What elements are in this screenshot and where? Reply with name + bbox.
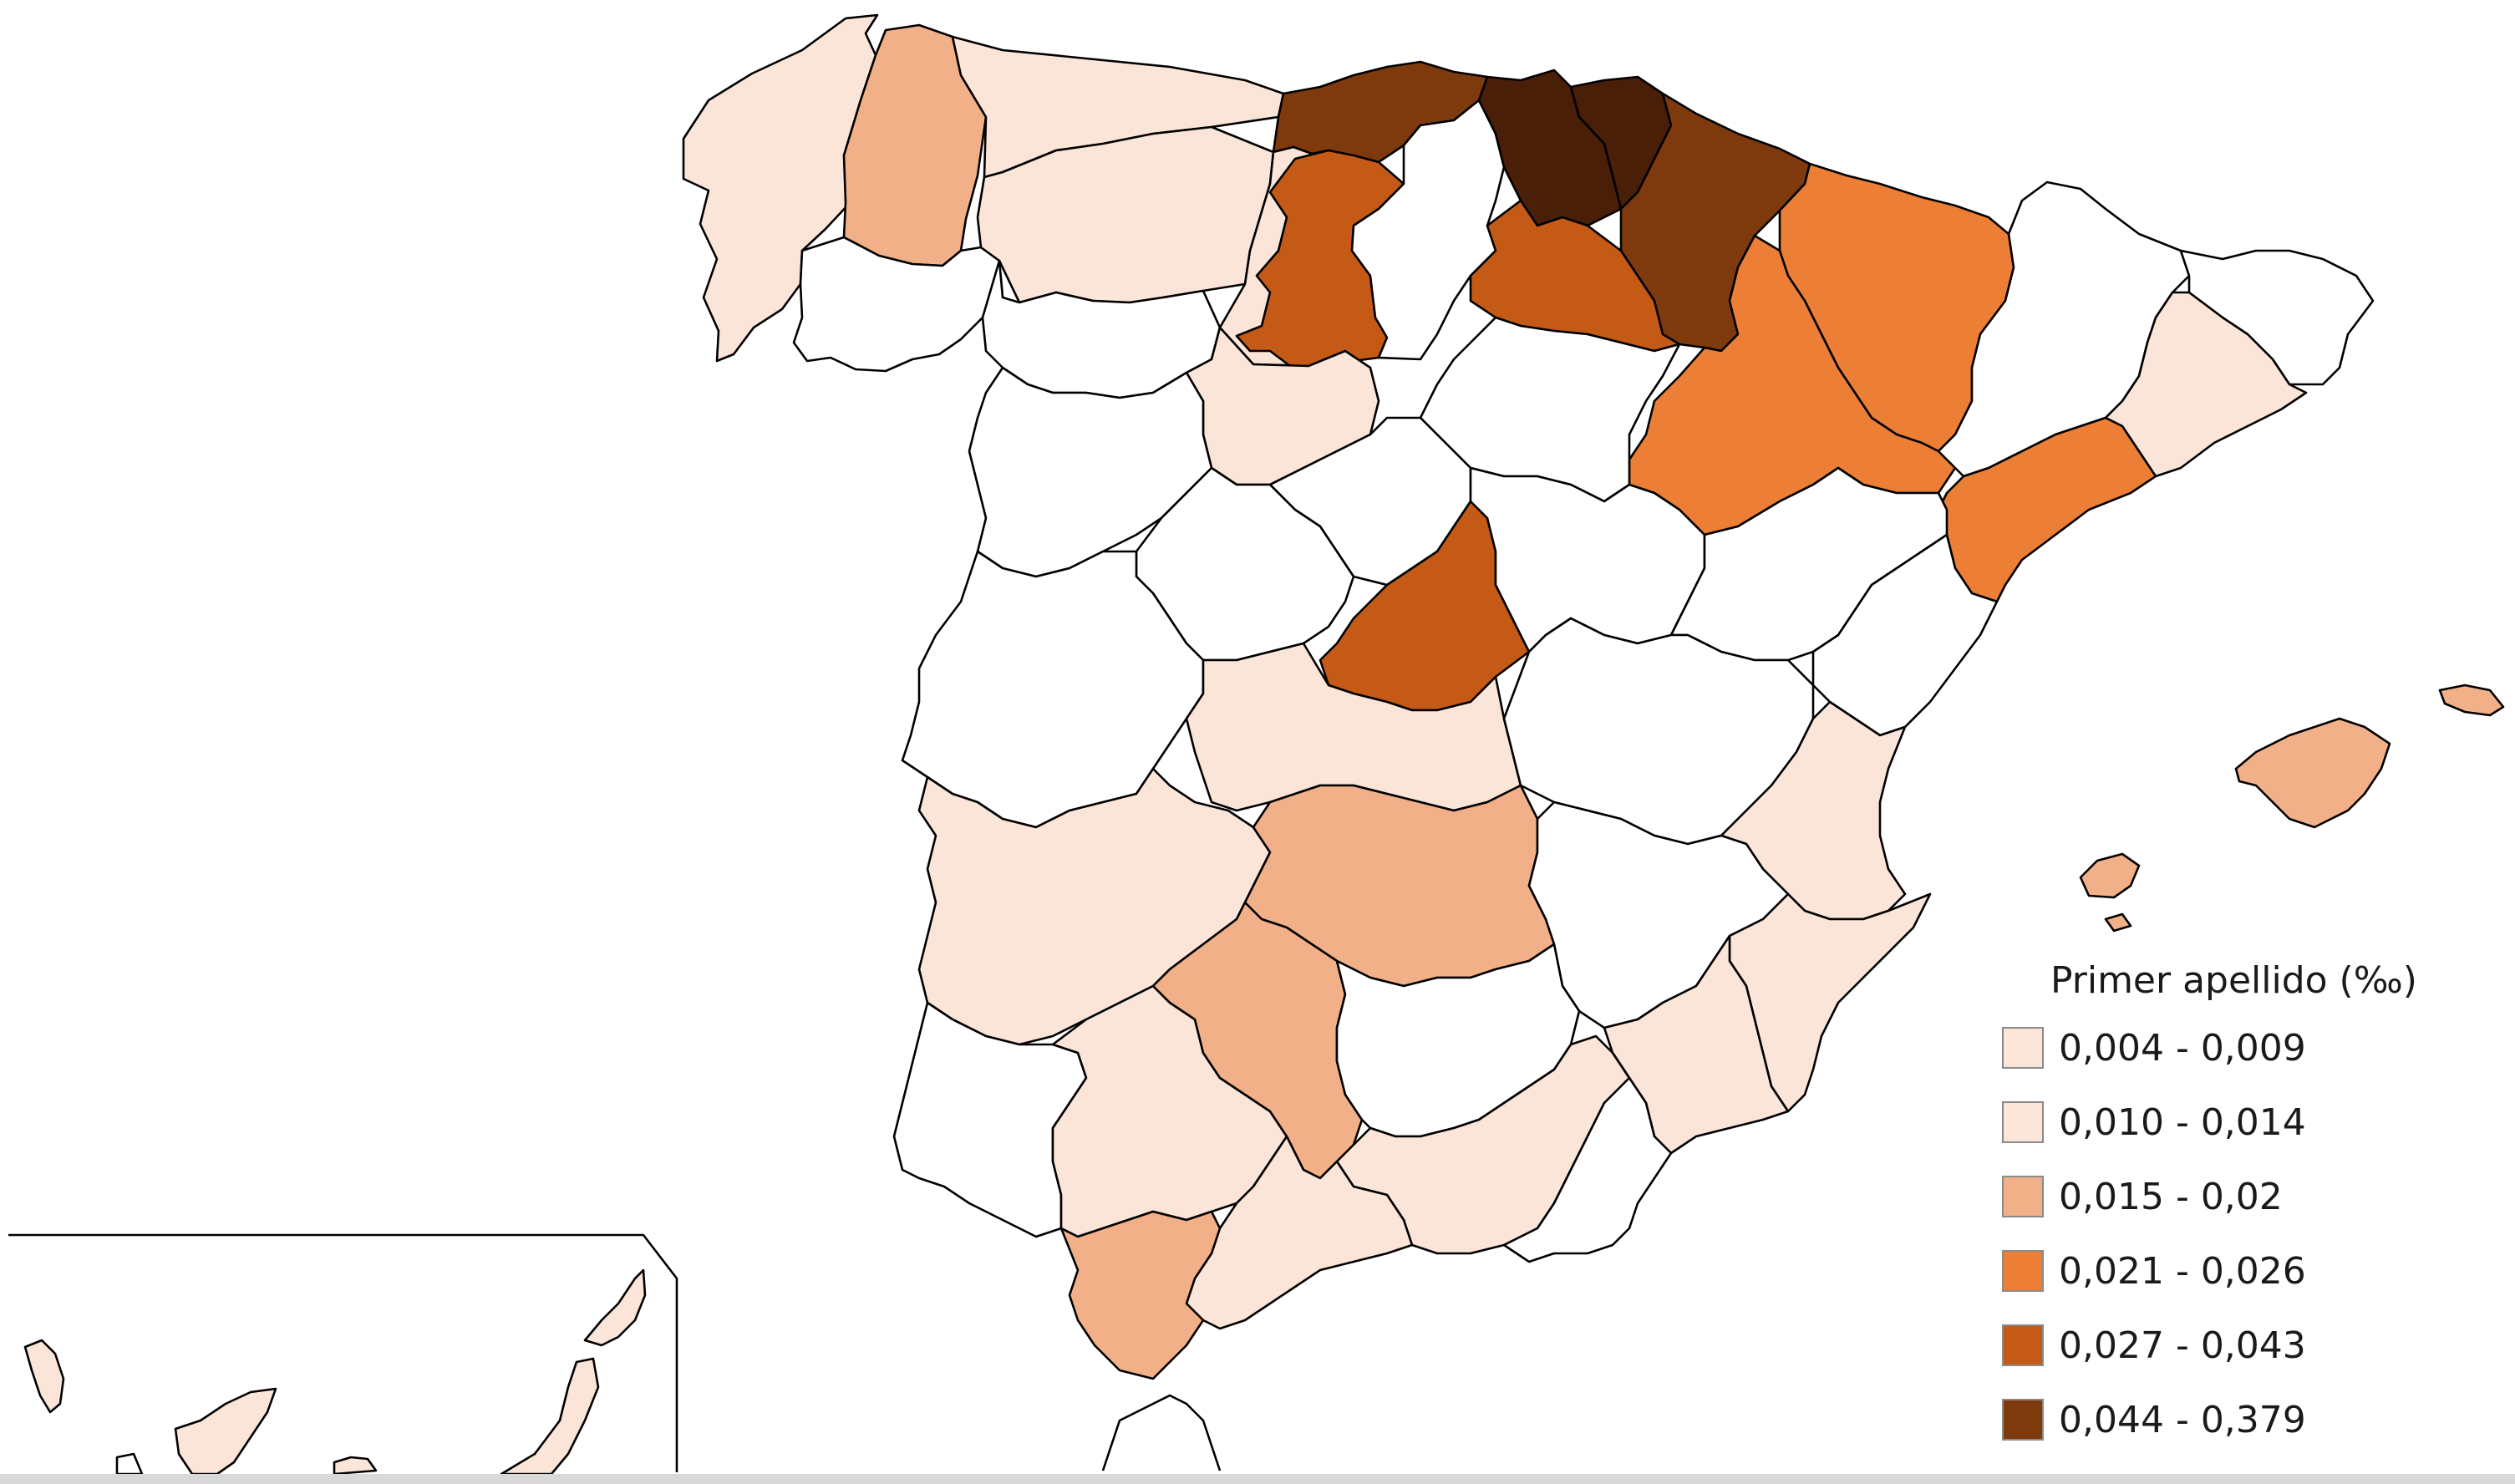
canary-inset-frame — [8, 1233, 678, 1472]
legend-item: 0,021 - 0,026 — [1985, 1248, 2495, 1293]
province-castellon — [1811, 533, 1999, 737]
province-gran-canaria — [333, 1456, 378, 1476]
legend: Primer apellido (‰) 0,004 - 0,009 0,010 -… — [1985, 959, 2495, 1471]
africa-coast — [1101, 1394, 1222, 1471]
province-almeria — [1502, 1051, 1673, 1263]
legend-label: 0,027 - 0,043 — [2059, 1324, 2306, 1367]
legend-item: 0,015 - 0,02 — [1985, 1174, 2495, 1219]
province-bizkaia — [1477, 69, 1623, 227]
legend-label: 0,044 - 0,379 — [2059, 1398, 2306, 1441]
legend-label: 0,004 - 0,009 — [2059, 1026, 2306, 1070]
legend-swatch — [2002, 1250, 2044, 1292]
legend-swatch — [2002, 1176, 2044, 1217]
bottom-scrollbar-track — [0, 1474, 2515, 1484]
legend-item: 0,010 - 0,014 — [1985, 1100, 2495, 1145]
province-la-palma — [23, 1339, 65, 1414]
province-mallorca — [2234, 717, 2391, 829]
province-tenerife — [174, 1387, 277, 1476]
legend-swatch — [2002, 1101, 2044, 1143]
province-lanzarote — [583, 1268, 647, 1347]
province-formentera — [2104, 912, 2132, 933]
province-gomera — [115, 1452, 144, 1476]
legend-title: Primer apellido (‰) — [2050, 959, 2417, 1002]
legend-swatch — [2002, 1399, 2044, 1441]
legend-label: 0,015 - 0,02 — [2059, 1175, 2283, 1218]
legend-swatch — [2002, 1027, 2044, 1069]
legend-item: 0,027 - 0,043 — [1985, 1323, 2495, 1368]
province-menorca — [2438, 684, 2505, 717]
province-cadiz — [1059, 1210, 1222, 1380]
legend-label: 0,021 - 0,026 — [2059, 1249, 2306, 1293]
legend-items: 0,004 - 0,009 0,010 - 0,014 0,015 - 0,02 0,… — [1985, 1025, 2495, 1442]
province-fuerteventura — [500, 1357, 600, 1476]
province-ibiza — [2079, 852, 2141, 899]
province-barcelona — [2104, 291, 2308, 478]
province-salamanca — [968, 366, 1213, 578]
legend-label: 0,010 - 0,014 — [2059, 1100, 2306, 1144]
legend-swatch — [2002, 1324, 2044, 1366]
legend-item: 0,004 - 0,009 — [1985, 1025, 2495, 1070]
legend-item: 0,044 - 0,379 — [1985, 1397, 2495, 1442]
province-ourense — [792, 236, 1004, 373]
